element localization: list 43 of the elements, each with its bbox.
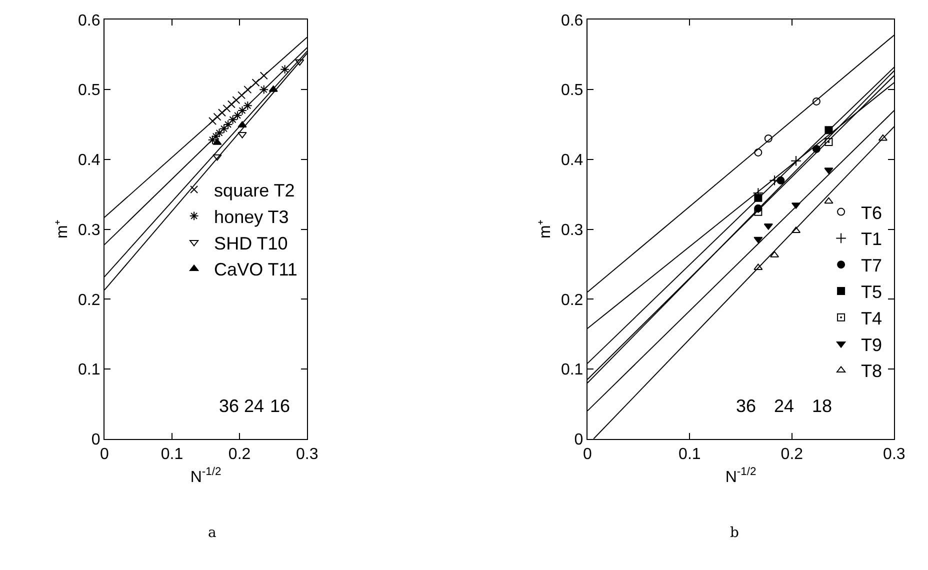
legend-label: T5	[861, 282, 882, 302]
annotation: 24	[774, 396, 794, 416]
text: a	[208, 525, 216, 541]
y-tick-label: 0.4	[78, 152, 100, 170]
legend-label: T9	[861, 334, 882, 355]
legend-label: T7	[861, 256, 882, 276]
y-tick-label: 0.1	[78, 362, 100, 379]
y-tick-label: 0	[91, 431, 100, 448]
x-tick-label: 0.3	[883, 446, 906, 464]
legend-label: T6	[861, 202, 882, 223]
annotation: 16	[270, 396, 290, 416]
y-tick-label: 0.6	[78, 12, 100, 30]
x-axis-title: N$^{-1/2}$	[725, 466, 756, 486]
y-tick-label: 0.4	[560, 152, 584, 170]
y-tick-label: 0.1	[560, 362, 584, 379]
annotation: 24	[244, 396, 264, 416]
legend-label: honey T3	[214, 206, 289, 227]
legend-label: SHD T10	[214, 233, 288, 254]
y-axis-title: m⁺	[536, 220, 554, 238]
annotation: 36	[736, 396, 756, 416]
legend-label: square T2	[214, 180, 295, 201]
y-tick-label: 0.6	[560, 12, 584, 30]
legend-label: T4	[861, 308, 882, 328]
legend-label: T1	[861, 229, 882, 250]
y-tick-label: 0.5	[78, 82, 100, 100]
y-tick-label: 0.3	[78, 222, 100, 239]
y-tick-label: 0	[574, 431, 584, 448]
y-tick-label: 0.5	[560, 82, 584, 100]
legend-label: CaVO T11	[214, 260, 298, 280]
x-tick-label: 0.1	[678, 446, 701, 464]
y-tick-label: 0.2	[560, 292, 584, 309]
y-axis-title: m⁺	[54, 220, 71, 238]
annotation: 18	[812, 396, 832, 416]
x-tick-label: 0.3	[296, 446, 318, 464]
legend-label: T8	[861, 361, 882, 382]
y-tick-label: 0.2	[78, 292, 100, 309]
x-tick-label: 0.2	[228, 446, 251, 464]
x-tick-label: 0.2	[780, 446, 804, 464]
y-tick-label: 0.3	[560, 222, 584, 239]
annotation: 36	[219, 396, 240, 416]
x-axis-title: N$^{-1/2}$	[190, 466, 222, 486]
x-tick-label: 0.1	[160, 446, 184, 464]
text: b	[730, 525, 739, 541]
